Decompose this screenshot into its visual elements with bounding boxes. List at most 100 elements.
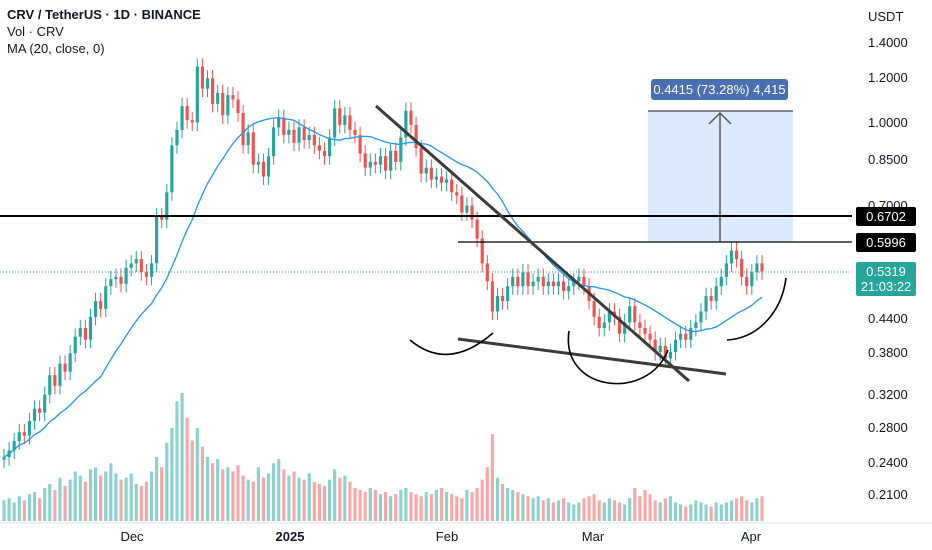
volume-bar	[134, 483, 138, 521]
candle-body	[378, 156, 383, 165]
neckline-price-tag	[856, 233, 916, 252]
volume-bar	[628, 498, 632, 521]
candle-body	[734, 250, 739, 260]
volume-bar	[582, 498, 586, 521]
volume-bar	[424, 492, 428, 521]
volume-bar	[48, 483, 52, 521]
candle-body	[170, 145, 174, 193]
volume-bar	[556, 500, 561, 521]
volume-bar	[465, 490, 469, 521]
ma-indicator-label: MA (20, close, 0)	[7, 41, 105, 56]
volume-bar	[175, 401, 179, 521]
candle-body	[546, 281, 550, 287]
candle-body	[506, 286, 510, 302]
candle-body	[633, 306, 637, 323]
candle-body	[109, 279, 113, 287]
candle-body	[358, 134, 362, 154]
volume-bar	[292, 471, 296, 521]
volume-bar	[53, 490, 57, 521]
candle-body	[338, 108, 342, 125]
volume-bar	[343, 475, 347, 521]
candle-body	[236, 99, 240, 113]
volume-bar	[2, 500, 6, 521]
volume-bar	[195, 428, 199, 521]
volume-bar	[755, 498, 759, 521]
volume-bar	[216, 459, 220, 521]
candle-body	[490, 281, 494, 312]
candle-body	[602, 322, 606, 329]
volume-bar	[740, 496, 744, 521]
candle-body	[104, 286, 108, 309]
volume-bar	[312, 481, 316, 521]
candle-body	[231, 95, 235, 100]
candle-body	[541, 276, 545, 287]
symbol-title: CRV / TetherUS · 1D · BINANCE	[7, 7, 201, 22]
resistance-price-label: 0.6702	[866, 209, 906, 224]
candle-body	[261, 161, 266, 177]
volume-bar	[699, 502, 703, 521]
volume-bar	[353, 487, 357, 521]
candle-body	[312, 134, 316, 146]
candle-body	[429, 167, 433, 180]
candle-body	[516, 276, 520, 287]
candle-body	[424, 167, 428, 174]
candle-body	[317, 145, 321, 151]
volume-bar	[302, 479, 306, 521]
resistance-price-tag	[856, 207, 916, 226]
volume-bar	[38, 498, 42, 521]
volume-bar	[88, 469, 93, 521]
volume-bar	[282, 469, 286, 521]
candle-body	[68, 353, 72, 372]
volume-bar	[638, 496, 642, 521]
candle-body	[572, 281, 576, 287]
candle-body	[409, 110, 413, 125]
volume-bar	[623, 504, 627, 521]
volume-bar	[399, 490, 403, 521]
candle-body	[689, 328, 693, 340]
volume-bar	[500, 483, 505, 521]
candle-body	[53, 375, 57, 386]
candle-body	[714, 286, 718, 302]
volume-bar	[317, 483, 321, 521]
volume-bar	[328, 479, 332, 521]
candle-body	[129, 263, 133, 268]
volume-bar	[607, 498, 611, 521]
candle-body	[628, 306, 632, 323]
volume-bar	[567, 502, 571, 521]
candle-body	[592, 301, 596, 317]
candle-body	[679, 333, 683, 340]
candle-body	[511, 276, 515, 287]
descending-trendline[interactable]	[375, 104, 690, 383]
candle-body	[38, 408, 42, 413]
volume-bar	[460, 498, 464, 521]
price-tick: 1.2000	[868, 70, 908, 85]
volume-bar	[211, 463, 215, 521]
volume-bar	[17, 496, 21, 521]
time-label-2025: 2025	[276, 529, 305, 544]
volume-bar	[612, 500, 617, 521]
volume-bar	[445, 492, 449, 521]
candle-body	[404, 110, 408, 138]
volume-bar	[78, 475, 82, 521]
candle-body	[241, 112, 245, 146]
volume-bar	[27, 494, 32, 521]
volume-bar	[266, 473, 271, 521]
candle-body	[221, 92, 225, 116]
candle-body	[704, 296, 708, 312]
volume-bar	[729, 500, 734, 521]
volume-bar	[562, 498, 566, 521]
candle-body	[495, 296, 500, 312]
support-trendline[interactable]	[457, 337, 727, 376]
candle-body	[63, 363, 67, 372]
time-label-feb: Feb	[436, 529, 458, 544]
volume-bar	[663, 498, 667, 521]
volume-bar	[378, 494, 383, 521]
volume-bar	[348, 481, 352, 521]
candle-body	[368, 161, 372, 168]
candle-body	[58, 363, 62, 386]
candle-body	[567, 286, 571, 292]
candle-body	[719, 276, 723, 287]
candle-body	[226, 95, 230, 116]
volume-bar	[709, 506, 713, 521]
